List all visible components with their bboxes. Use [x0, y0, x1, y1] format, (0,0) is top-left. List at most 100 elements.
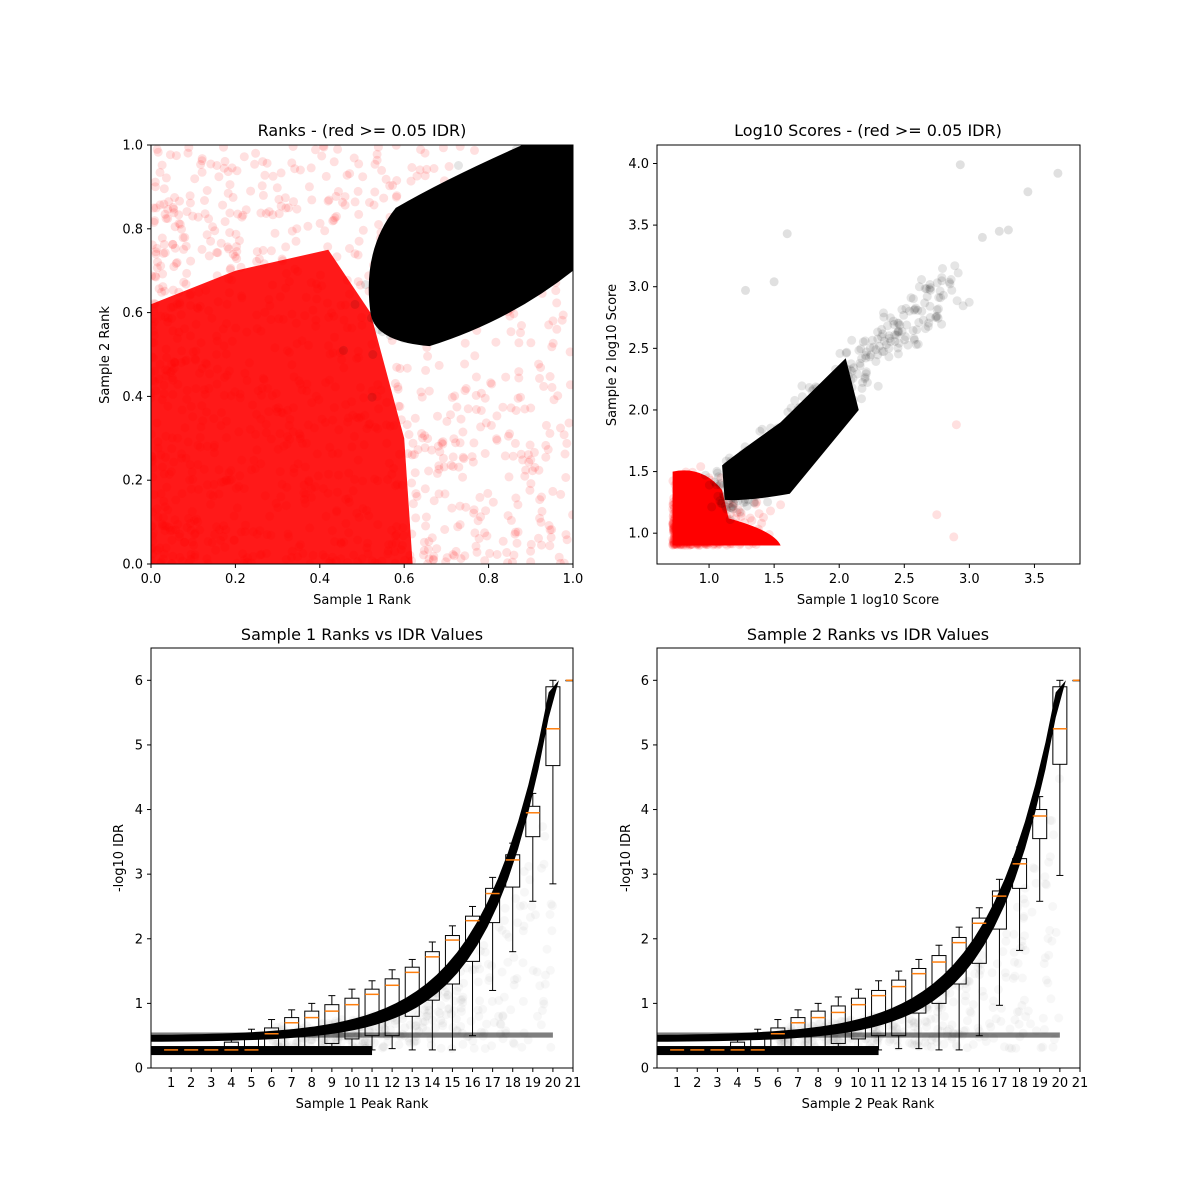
scatter-point-black	[559, 157, 568, 167]
scatter-point-red	[722, 514, 732, 524]
scatter-point-red	[693, 525, 703, 535]
scatter-point-red	[377, 165, 387, 175]
scatter-point-red	[242, 558, 252, 564]
x-tick-label: 12	[384, 1076, 401, 1091]
scatter-point-black	[854, 345, 864, 355]
scatter-point-black	[554, 152, 564, 162]
scatter-point-red	[204, 306, 214, 316]
scatter-point-black	[501, 169, 511, 179]
scatter-point-red	[237, 291, 246, 301]
scatter-point	[302, 1021, 311, 1030]
scatter-point-red	[711, 501, 721, 511]
scatter-point-red	[410, 413, 420, 423]
scatter-point-red	[671, 501, 681, 511]
scatter-point-black	[893, 327, 903, 337]
scatter-point-black	[498, 222, 508, 232]
scatter-point-black	[507, 220, 517, 230]
scatter-point-red	[301, 489, 311, 499]
scatter-point-black	[914, 282, 924, 292]
scatter-point-red	[518, 455, 528, 465]
scatter-point-black	[729, 499, 739, 509]
scatter-point-red	[685, 536, 695, 546]
scatter-point-black	[841, 348, 851, 358]
scatter-point-red	[680, 536, 689, 545]
scatter-point-black	[512, 175, 522, 185]
scatter-point-red	[672, 494, 682, 504]
scatter-point-black	[422, 239, 432, 249]
scatter-point-red	[151, 528, 158, 538]
scatter-point-red	[264, 407, 274, 417]
scatter-point-black	[732, 491, 742, 501]
scatter-point	[815, 1024, 824, 1033]
scatter-point-red	[676, 523, 686, 533]
scatter-point-red	[252, 529, 262, 539]
scatter-point-red	[154, 284, 164, 294]
scatter-point-black	[489, 221, 499, 231]
scatter-point-black	[884, 343, 894, 353]
scatter-point-red	[159, 496, 169, 506]
scatter-point-red	[273, 444, 283, 454]
scatter-point-red	[243, 553, 252, 563]
scatter-point-red	[682, 533, 692, 543]
scatter-point-red	[501, 372, 511, 382]
scatter-point-red	[693, 528, 703, 538]
scatter-point-black	[749, 480, 759, 490]
scatter-point-red	[244, 358, 254, 368]
scatter-point-black	[720, 501, 730, 511]
scatter-point-black	[732, 489, 742, 499]
scatter-point-red	[690, 526, 700, 536]
scatter-point-red	[402, 420, 412, 430]
scatter-point-red	[684, 533, 693, 543]
boxplot-11	[364, 980, 380, 1051]
scatter-point-red	[460, 359, 470, 369]
scatter-point-red	[202, 359, 212, 369]
chart-title: Sample 1 Ranks vs IDR Values	[241, 625, 483, 644]
scatter-point-red	[191, 346, 201, 356]
scatter-point-black	[805, 415, 815, 425]
scatter-point-red	[220, 372, 230, 382]
scatter-point-red	[526, 455, 536, 465]
scatter-point-red	[261, 428, 271, 438]
scatter-point	[319, 1019, 328, 1028]
scatter-point-red	[177, 358, 186, 368]
boxplot-12	[891, 970, 907, 1050]
scatter-point-red	[690, 534, 700, 544]
scatter-point-red	[704, 499, 713, 509]
scatter-point-black	[497, 246, 507, 256]
scatter-point-black	[725, 466, 735, 476]
scatter-point-red	[690, 537, 700, 547]
scatter-point-black	[725, 479, 735, 489]
scatter-point-black	[738, 478, 748, 488]
scatter-point-red	[438, 437, 448, 447]
scatter-point-red	[292, 204, 302, 214]
scatter-point-black	[496, 207, 506, 217]
scatter-point-red	[503, 558, 513, 564]
scatter-point-red	[197, 401, 207, 411]
scatter-point-red	[741, 535, 751, 545]
scatter-point-red	[684, 540, 694, 550]
box	[485, 887, 501, 924]
scatter-point-red	[256, 414, 266, 424]
scatter-point-red	[151, 556, 156, 564]
scatter-point-red	[198, 416, 208, 426]
scatter-point-red	[700, 524, 710, 534]
scatter-point-black	[548, 217, 558, 226]
scatter-point-red	[185, 198, 195, 208]
scatter-point-black	[832, 387, 842, 397]
scatter-point-red	[682, 520, 692, 529]
scatter-point-black	[453, 229, 463, 239]
scatter-point-red	[344, 497, 354, 507]
scatter-point-red	[732, 508, 742, 518]
scatter-point-black	[781, 448, 791, 458]
scatter-point-red	[151, 393, 156, 403]
scatter-point-red	[387, 469, 397, 479]
y-tick-label: 0.8	[122, 222, 143, 237]
scatter-point-red	[697, 483, 707, 493]
scatter-point-red	[699, 526, 709, 536]
scatter-point-red	[684, 526, 694, 536]
scatter-point-red	[151, 317, 159, 327]
scatter-point-red	[715, 530, 725, 540]
scatter-point-red	[159, 389, 169, 399]
scatter-point-black	[745, 462, 755, 472]
scatter-point-black	[403, 276, 413, 286]
